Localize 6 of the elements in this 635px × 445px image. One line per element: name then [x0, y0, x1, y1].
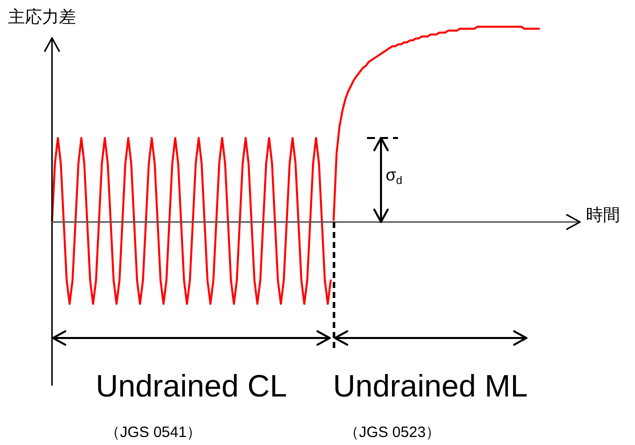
text: （JGS 0541） — [105, 424, 202, 442]
text: Undrained CL — [96, 368, 288, 404]
text: （JGS 0523） — [344, 424, 441, 442]
x-axis-title: 時間 — [586, 206, 620, 225]
text: Undrained ML — [332, 368, 528, 404]
y-axis-title: 主応力差 — [8, 8, 76, 27]
